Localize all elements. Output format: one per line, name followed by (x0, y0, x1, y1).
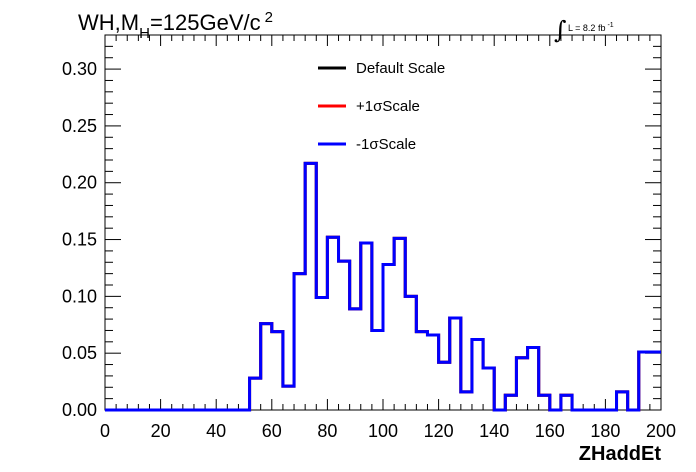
y-tick-label: 0.25 (62, 116, 97, 136)
series-line-2 (105, 161, 661, 412)
chart-title-main: WH,M (78, 10, 139, 35)
chart-title-subscript: H (139, 25, 150, 42)
lumi-integral-sign: ∫ (554, 16, 567, 44)
y-tick-labels: 0.00 0.05 0.10 0.15 0.20 0.25 0.30 (62, 59, 97, 420)
x-tick-label: 140 (479, 421, 509, 441)
chart-title: WH,MH=125GeV/c 2 (78, 9, 273, 42)
x-tick-label: 160 (535, 421, 565, 441)
x-tick-label: 60 (262, 421, 282, 441)
y-tick-label: 0.05 (62, 343, 97, 363)
y-tick-label: 0.15 (62, 230, 97, 250)
chart-title-rest: =125GeV/c (150, 10, 261, 35)
x-axis-label: ZHaddEt (579, 443, 662, 465)
x-tick-label: 180 (590, 421, 620, 441)
legend-label: -1σScale (356, 136, 416, 153)
legend-label: +1σScale (356, 98, 420, 115)
y-tick-label: 0.00 (62, 400, 97, 420)
y-tick-label: 0.10 (62, 286, 97, 306)
legend: Default Scale +1σScale -1σScale (318, 60, 445, 153)
legend-label: Default Scale (356, 60, 445, 77)
x-tick-label: 100 (368, 421, 398, 441)
x-tick-label: 20 (151, 421, 171, 441)
x-tick-label: 120 (424, 421, 454, 441)
x-tick-label: 0 (100, 421, 110, 441)
lumi-superscript: -1 (607, 22, 613, 29)
y-tick-label: 0.30 (62, 59, 97, 79)
series-lines (105, 161, 661, 412)
chart-title-superscript: 2 (265, 9, 273, 26)
x-tick-label: 80 (317, 421, 337, 441)
y-tick-label: 0.20 (62, 173, 97, 193)
x-tick-label: 40 (206, 421, 226, 441)
lumi-text: L = 8.2 fb (568, 23, 605, 33)
x-tick-labels: 0 20 40 60 80 100 120 140 160 180 200 (100, 421, 676, 441)
x-tick-label: 200 (646, 421, 676, 441)
lumi-label: L = 8.2 fb -1 (568, 22, 614, 33)
